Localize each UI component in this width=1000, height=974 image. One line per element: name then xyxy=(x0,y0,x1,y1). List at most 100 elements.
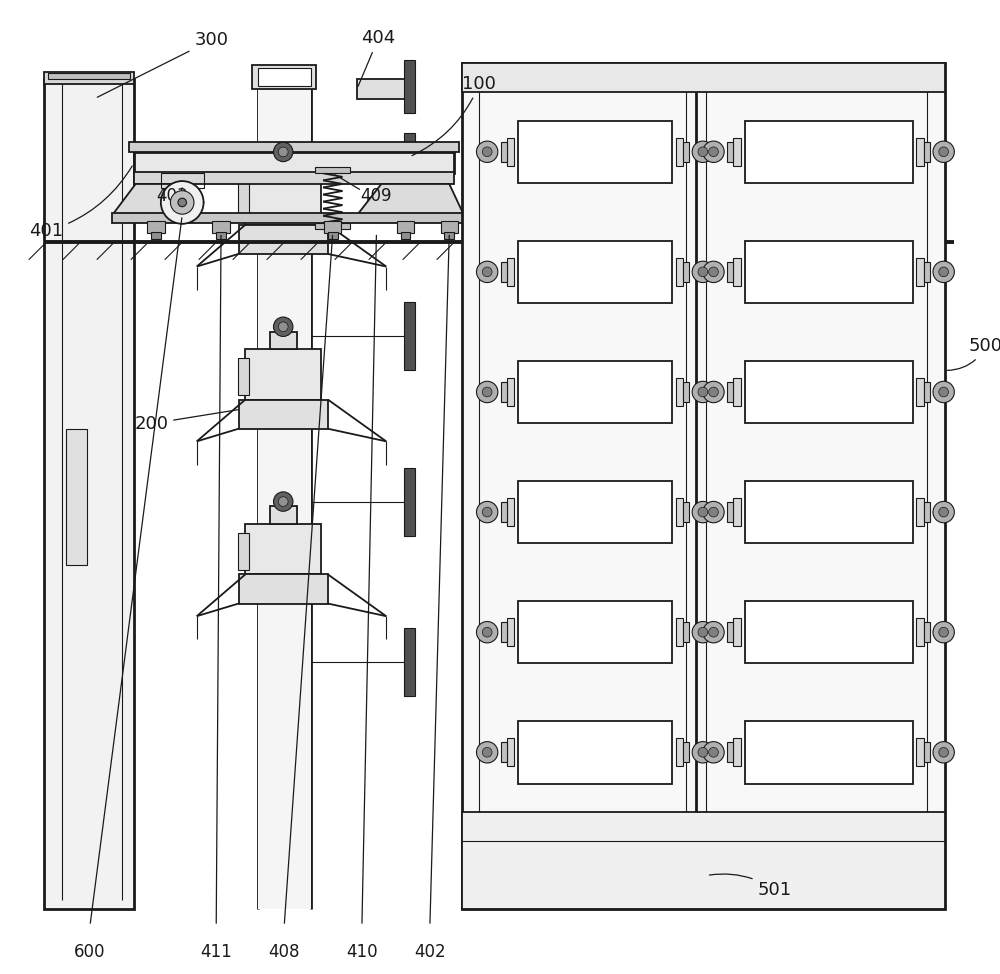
Bar xyxy=(745,721,913,783)
Bar xyxy=(683,382,689,402)
Circle shape xyxy=(692,381,714,402)
Bar xyxy=(745,241,913,303)
Bar xyxy=(245,174,321,225)
Bar xyxy=(507,738,514,767)
Bar xyxy=(161,173,204,188)
Circle shape xyxy=(482,387,492,396)
Bar xyxy=(48,73,130,79)
Text: 404: 404 xyxy=(358,29,396,87)
Bar xyxy=(441,221,458,233)
Bar xyxy=(129,142,459,152)
Circle shape xyxy=(933,502,954,523)
Bar xyxy=(270,331,297,349)
Circle shape xyxy=(161,181,204,224)
Circle shape xyxy=(698,267,708,277)
Circle shape xyxy=(933,621,954,643)
Bar xyxy=(501,622,507,642)
Bar xyxy=(507,498,514,526)
Bar xyxy=(733,498,741,526)
Circle shape xyxy=(709,747,718,757)
Bar xyxy=(238,357,249,394)
Bar xyxy=(507,378,514,406)
Bar xyxy=(676,378,683,406)
Text: 600: 600 xyxy=(74,944,106,961)
Bar xyxy=(462,812,945,910)
Text: 300: 300 xyxy=(97,31,228,97)
Circle shape xyxy=(933,381,954,402)
Circle shape xyxy=(482,627,492,637)
Circle shape xyxy=(178,198,186,206)
Bar xyxy=(134,172,454,184)
Bar xyxy=(315,223,350,229)
Circle shape xyxy=(709,147,718,157)
Bar xyxy=(328,232,338,240)
Bar xyxy=(212,221,230,233)
Circle shape xyxy=(933,141,954,163)
Circle shape xyxy=(698,507,708,517)
Circle shape xyxy=(703,741,724,763)
Circle shape xyxy=(278,497,288,506)
Bar xyxy=(507,258,514,286)
Bar xyxy=(501,142,507,162)
Bar xyxy=(924,142,930,162)
Circle shape xyxy=(278,321,288,331)
Bar xyxy=(733,618,741,647)
Bar xyxy=(676,738,683,767)
Bar xyxy=(66,429,87,565)
Bar xyxy=(733,137,741,166)
Circle shape xyxy=(476,741,498,763)
Bar xyxy=(324,221,341,233)
Bar xyxy=(501,262,507,281)
Circle shape xyxy=(703,381,724,402)
Circle shape xyxy=(476,502,498,523)
Text: 200: 200 xyxy=(134,410,238,432)
Circle shape xyxy=(698,747,708,757)
Bar xyxy=(916,618,924,647)
Circle shape xyxy=(939,387,949,396)
Circle shape xyxy=(703,141,724,163)
Bar xyxy=(727,742,733,762)
Circle shape xyxy=(482,267,492,277)
Bar xyxy=(238,533,249,570)
Bar xyxy=(727,382,733,402)
Circle shape xyxy=(274,142,293,162)
Bar xyxy=(507,618,514,647)
Text: 500: 500 xyxy=(947,337,1000,370)
Bar xyxy=(676,618,683,647)
Bar xyxy=(404,132,415,201)
Bar xyxy=(916,378,924,406)
Bar xyxy=(270,506,297,524)
Text: 501: 501 xyxy=(709,874,792,899)
Bar xyxy=(507,137,514,166)
Bar xyxy=(134,152,454,173)
Bar xyxy=(444,232,454,240)
Circle shape xyxy=(939,267,949,277)
Text: 100: 100 xyxy=(412,75,496,156)
Bar xyxy=(924,503,930,522)
Bar xyxy=(462,62,945,910)
Bar xyxy=(733,378,741,406)
Circle shape xyxy=(274,492,293,511)
Bar xyxy=(916,137,924,166)
Circle shape xyxy=(482,147,492,157)
Text: 401: 401 xyxy=(29,166,132,241)
Bar xyxy=(315,168,350,173)
Bar xyxy=(357,79,413,98)
Bar xyxy=(727,622,733,642)
Circle shape xyxy=(709,267,718,277)
Circle shape xyxy=(692,621,714,643)
Bar xyxy=(239,225,328,254)
Circle shape xyxy=(703,502,724,523)
Bar xyxy=(518,601,672,663)
Bar xyxy=(924,742,930,762)
Bar xyxy=(676,137,683,166)
Circle shape xyxy=(709,387,718,396)
Bar xyxy=(239,575,328,604)
Bar xyxy=(727,142,733,162)
Bar xyxy=(245,349,321,399)
Circle shape xyxy=(476,141,498,163)
Bar xyxy=(924,382,930,402)
Bar xyxy=(252,64,316,89)
Bar xyxy=(683,622,689,642)
Text: 402: 402 xyxy=(414,944,446,961)
